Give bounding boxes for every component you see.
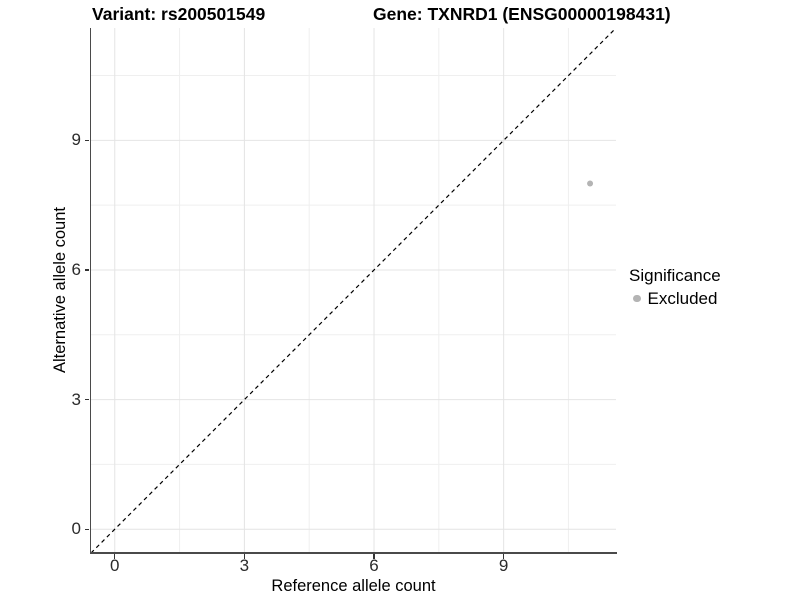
y-tick-mark xyxy=(84,139,89,141)
x-axis-line xyxy=(89,552,617,554)
x-tick-label: 9 xyxy=(498,556,509,575)
plot-canvas xyxy=(91,28,616,553)
legend-title: Significance xyxy=(629,266,721,285)
legend: Significance Excluded xyxy=(629,265,721,309)
y-tick-label: 9 xyxy=(71,130,81,150)
x-tick-label: 6 xyxy=(369,556,379,575)
y-tick-mark xyxy=(84,269,89,271)
plot-panel xyxy=(91,28,616,553)
y-tick-mark xyxy=(84,528,89,530)
y-tick-label: 0 xyxy=(71,519,81,539)
x-tick-mark xyxy=(373,554,375,559)
y-axis-line xyxy=(89,28,92,554)
x-tick-label: 0 xyxy=(110,556,120,575)
legend-item-excluded: Excluded xyxy=(629,288,721,309)
x-tick-mark xyxy=(114,554,116,559)
excluded-point-icon xyxy=(633,294,641,303)
y-tick-label: 6 xyxy=(71,259,81,279)
plot-title-variant: Variant: rs200501549 xyxy=(92,4,266,24)
y-tick-mark xyxy=(84,399,89,401)
x-tick-mark xyxy=(503,554,505,559)
plot-title-gene: Gene: TXNRD1 (ENSG00000198431) xyxy=(373,4,671,24)
identity-line xyxy=(91,28,616,553)
data-point-excluded xyxy=(587,180,594,187)
y-tick-label: 3 xyxy=(71,389,81,409)
x-tick-label: 3 xyxy=(239,556,250,575)
x-axis-label: Reference allele count xyxy=(271,577,436,595)
legend-item-label: Excluded xyxy=(647,289,718,308)
x-tick-mark xyxy=(243,554,245,559)
